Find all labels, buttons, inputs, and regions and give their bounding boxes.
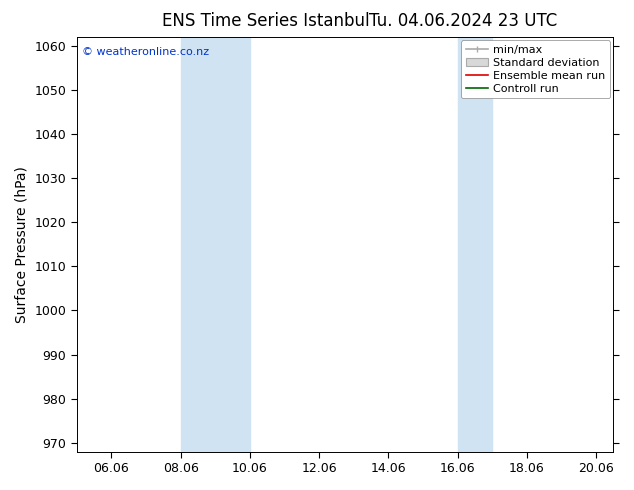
Text: Tu. 04.06.2024 23 UTC: Tu. 04.06.2024 23 UTC bbox=[369, 12, 557, 30]
Legend: min/max, Standard deviation, Ensemble mean run, Controll run: min/max, Standard deviation, Ensemble me… bbox=[461, 40, 610, 98]
Text: © weatheronline.co.nz: © weatheronline.co.nz bbox=[82, 48, 209, 57]
Y-axis label: Surface Pressure (hPa): Surface Pressure (hPa) bbox=[15, 166, 29, 323]
Text: ENS Time Series Istanbul: ENS Time Series Istanbul bbox=[162, 12, 370, 30]
Bar bbox=[181, 37, 250, 452]
Bar bbox=[458, 37, 492, 452]
